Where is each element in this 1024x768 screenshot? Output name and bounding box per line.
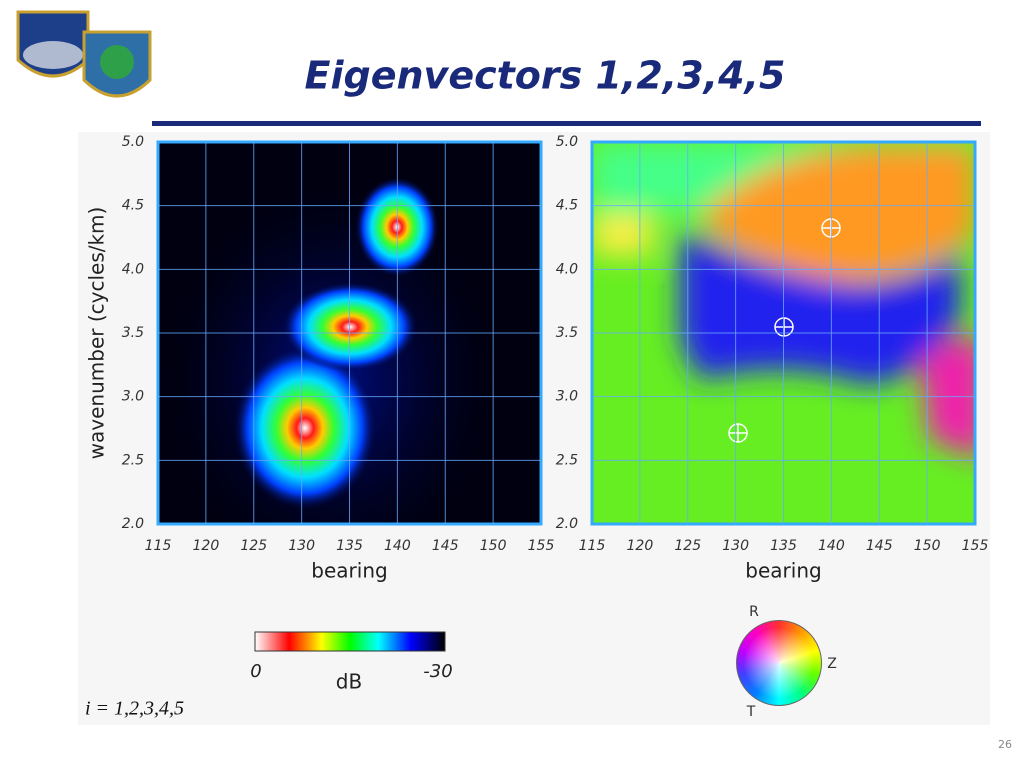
slide-title: Eigenvectors 1,2,3,4,5 [305,54,786,98]
y-axis-label: wavenumber (cycles/km) [85,207,109,460]
colorbar-max: -30 [423,661,452,682]
y-tick-label: 5.0 [122,134,144,150]
x-tick-label: 125 [240,538,267,554]
x-tick-label: 140 [818,538,845,554]
y-tick-label: 4.0 [556,261,578,277]
colorbar [254,631,446,652]
logo [16,10,152,98]
y-tick-label: 2.0 [556,516,578,532]
wheel-label: R [749,604,759,620]
y-tick-label: 2.5 [556,452,578,468]
y-tick-label: 3.0 [556,389,578,405]
x-tick-label: 150 [914,538,941,554]
x-tick-label: 120 [627,538,654,554]
y-tick-label: 3.5 [122,325,144,341]
x-tick-label: 145 [432,538,459,554]
x-axis-label: bearing [311,559,387,583]
wheel-label: T [746,704,756,720]
x-tick-label: 140 [384,538,411,554]
color-wheel [736,620,822,706]
x-tick-label: 130 [722,538,749,554]
x-tick-label: 115 [145,538,172,554]
y-tick-label: 2.5 [122,452,144,468]
x-tick-label: 130 [288,538,315,554]
y-tick-label: 3.0 [122,389,144,405]
x-tick-label: 150 [480,538,507,554]
x-tick-label: 145 [866,538,893,554]
x-tick-label: 125 [674,538,701,554]
y-tick-label: 3.5 [556,325,578,341]
y-tick-label: 2.0 [122,516,144,532]
x-tick-label: 155 [962,538,989,554]
x-tick-label: 120 [193,538,220,554]
x-tick-label: 135 [770,538,797,554]
y-tick-label: 5.0 [556,134,578,150]
wheel-label: Z [827,656,837,672]
x-tick-label: 115 [579,538,606,554]
title-rule [152,121,981,126]
y-tick-label: 4.5 [122,198,144,214]
page-number: 26 [998,738,1012,751]
x-tick-label: 135 [336,538,363,554]
y-tick-label: 4.5 [556,198,578,214]
caption: i = 1,2,3,4,5 [85,698,184,720]
colorbar-min: 0 [250,661,261,682]
x-axis-label: bearing [745,559,821,583]
colorbar-unit: dB [336,670,362,694]
y-tick-label: 4.0 [122,261,144,277]
x-tick-label: 155 [528,538,555,554]
